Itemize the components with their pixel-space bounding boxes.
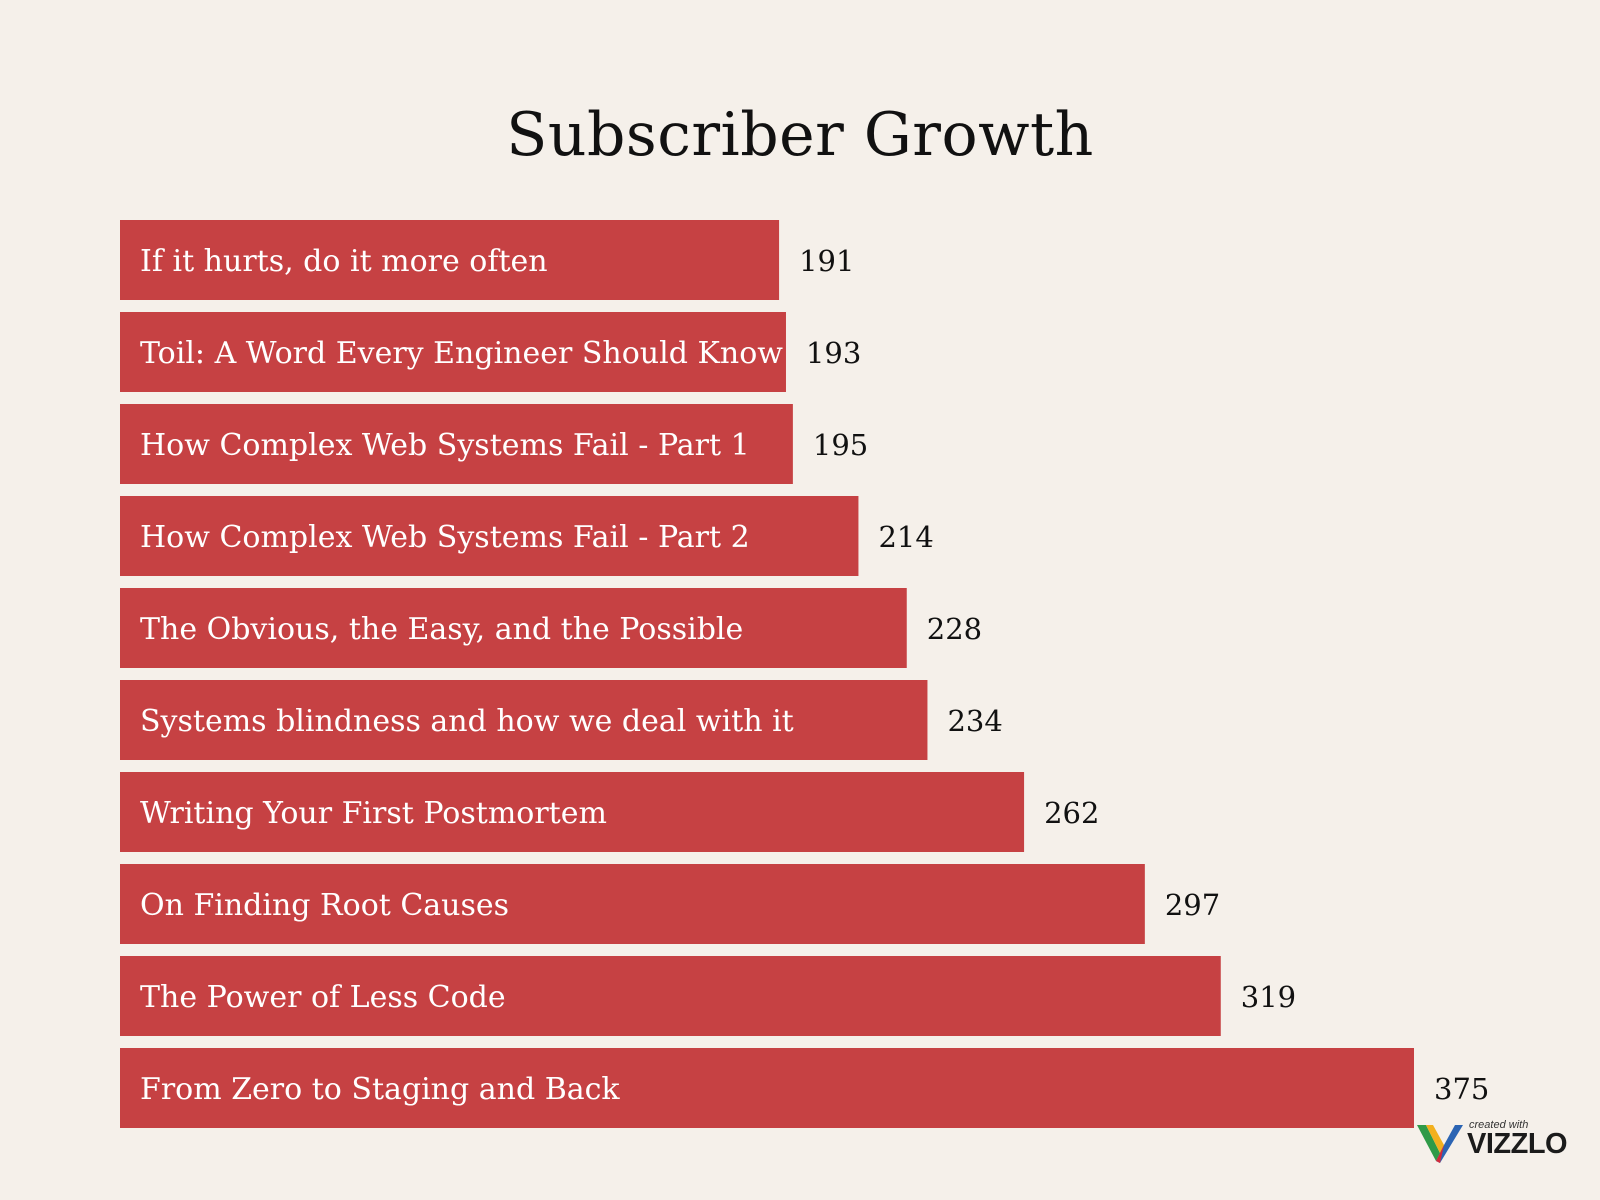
bar[interactable] <box>120 772 1025 852</box>
bar-category-label: From Zero to Staging and Back <box>140 1072 620 1107</box>
watermark-caption: created with <box>1469 1119 1529 1131</box>
bar-value-label: 228 <box>927 612 982 646</box>
bar-value-label: 234 <box>947 704 1002 738</box>
bar-category-label: How Complex Web Systems Fail - Part 2 <box>140 520 750 555</box>
bar-value-label: 191 <box>799 244 854 278</box>
bar[interactable] <box>120 956 1221 1036</box>
watermark-brand: VIZZLO <box>1467 1128 1568 1160</box>
bar-category-label: On Finding Root Causes <box>140 888 509 923</box>
bar-category-label: How Complex Web Systems Fail - Part 1 <box>140 428 750 463</box>
bar[interactable] <box>120 864 1145 944</box>
bar[interactable] <box>120 312 786 392</box>
bar-category-label: Toil: A Word Every Engineer Should Know <box>140 336 783 371</box>
chart-title: Subscriber Growth <box>506 100 1094 170</box>
bar-category-label: Systems blindness and how we deal with i… <box>140 704 794 739</box>
bar-category-label: If it hurts, do it more often <box>140 244 548 279</box>
bar-value-label: 375 <box>1434 1072 1489 1106</box>
bar-value-label: 195 <box>813 428 868 462</box>
bar[interactable] <box>120 496 859 576</box>
bar[interactable] <box>120 1048 1414 1128</box>
vizzlo-watermark[interactable]: created with VIZZLO <box>1417 1117 1577 1163</box>
bar-value-label: 262 <box>1044 796 1099 830</box>
bar[interactable] <box>120 404 793 484</box>
bar-value-label: 319 <box>1241 980 1296 1014</box>
bar-category-label: Writing Your First Postmortem <box>140 796 607 831</box>
bar-value-label: 193 <box>806 336 861 370</box>
bar-category-label: The Obvious, the Easy, and the Possible <box>140 612 743 647</box>
bar[interactable] <box>120 588 907 668</box>
bar-category-label: The Power of Less Code <box>140 980 506 1015</box>
vizzlo-logo-icon <box>1417 1125 1463 1163</box>
bar[interactable] <box>120 220 780 300</box>
bar[interactable] <box>120 680 928 760</box>
bar-value-label: 297 <box>1165 888 1220 922</box>
bar-value-label: 214 <box>878 520 933 554</box>
